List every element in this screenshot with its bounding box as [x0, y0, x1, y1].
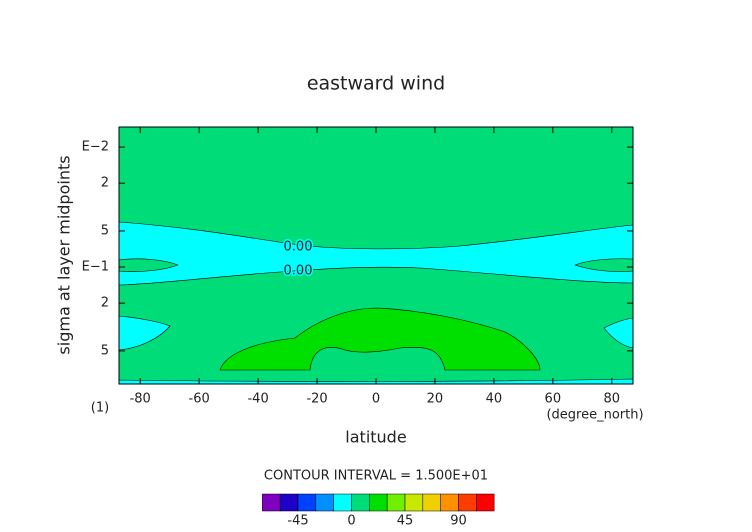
colorbar-swatch — [333, 493, 352, 512]
contour-field — [118, 127, 634, 385]
y-tick-label: 2 — [101, 296, 109, 311]
green-lens-right — [574, 258, 634, 272]
x-tick-label: 80 — [604, 392, 621, 407]
x-tick-label: 20 — [427, 392, 444, 407]
colorbar-tick-label: 90 — [450, 514, 467, 529]
x-tick-label: 60 — [545, 392, 562, 407]
corner-label: (1) — [91, 401, 109, 416]
chart-title: eastward wind — [307, 73, 445, 95]
x-tick-label: -20 — [306, 392, 327, 407]
green-lens-left — [118, 258, 179, 272]
colorbar-tick-label: 45 — [397, 514, 414, 529]
y-tick-label: 2 — [101, 176, 109, 191]
cyan-blob-left — [118, 315, 171, 351]
x-axis-label: latitude — [345, 428, 406, 447]
cyan-blob-right — [603, 317, 634, 349]
colorbar-swatch — [440, 493, 459, 512]
green-blob — [219, 307, 541, 371]
colorbar-swatch — [422, 493, 441, 512]
x-tick-label: -40 — [247, 392, 268, 407]
colorbar-tick-label: 0 — [347, 514, 355, 529]
x-tick-label: -60 — [189, 392, 210, 407]
y-axis-label: sigma at layer midpoints — [55, 155, 74, 354]
colorbar-swatch — [386, 493, 406, 512]
colorbar-swatch — [404, 493, 424, 512]
contour-label: 0.00 — [284, 264, 313, 279]
y-tick-label: E−2 — [82, 140, 109, 155]
contour-label: 0.00 — [284, 240, 313, 255]
colorbar-swatch — [476, 493, 495, 512]
colorbar-swatch — [351, 493, 370, 512]
x-tick-label: -80 — [130, 392, 151, 407]
contour-interval: CONTOUR INTERVAL = 1.500E+01 — [264, 469, 488, 484]
y-tick-label: 5 — [101, 343, 109, 358]
colorbar-tick-label: -45 — [287, 514, 308, 529]
x-tick-label: 0 — [372, 392, 380, 407]
colorbar-swatch — [297, 493, 317, 512]
x-tick-label: 40 — [486, 392, 503, 407]
colorbar-swatch — [369, 493, 388, 512]
colorbar-swatch — [315, 493, 334, 512]
colorbar-swatch — [262, 493, 281, 512]
colorbar-swatch — [458, 493, 477, 512]
x-unit: (degree_north) — [546, 408, 643, 423]
y-tick-label: E−1 — [82, 260, 109, 275]
colorbar-swatch — [279, 493, 299, 512]
y-tick-label: 5 — [101, 223, 109, 238]
